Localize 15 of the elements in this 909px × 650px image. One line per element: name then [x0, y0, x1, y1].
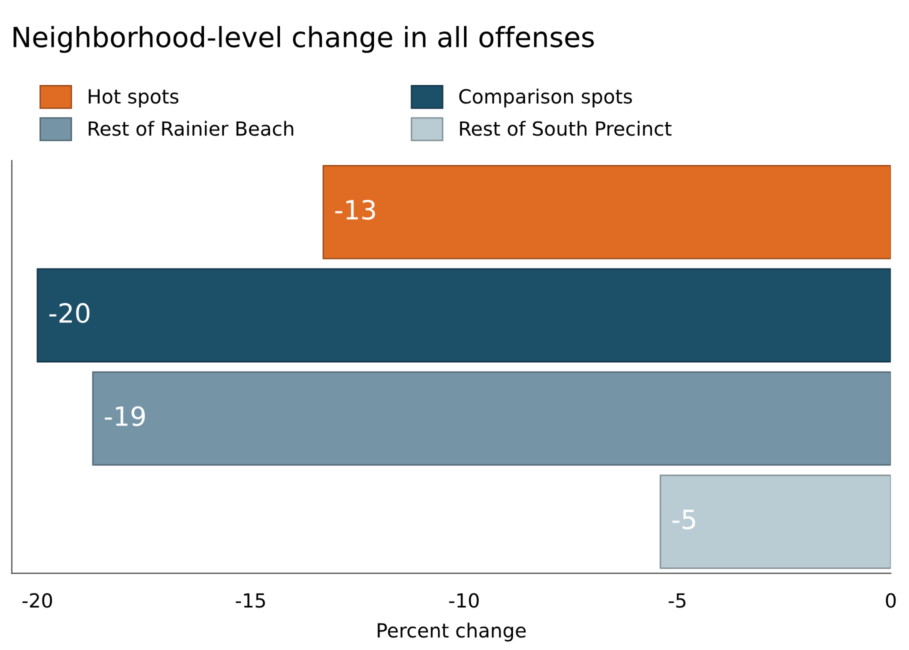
x-tick-label: -5: [668, 593, 686, 608]
data-label: -19: [104, 406, 145, 426]
x-axis-title: Percent change: [378, 622, 526, 642]
data-label: -13: [335, 200, 375, 220]
legend-label: Rest of Rainier Beach: [88, 120, 294, 136]
data-label: -20: [49, 303, 90, 323]
x-tick-label: -20: [22, 593, 52, 608]
legend-label: Comparison spots: [459, 88, 632, 108]
legend-label: Hot spots: [88, 89, 178, 108]
chart-title: Neighborhood-level change in all offenses: [14, 26, 594, 53]
legend-label: Rest of South Precinct: [460, 120, 672, 136]
data-label: -5: [672, 510, 696, 530]
x-tick-label: -10: [449, 593, 479, 608]
x-tick-label: 0: [886, 593, 896, 608]
x-tick-label: -15: [236, 593, 265, 608]
